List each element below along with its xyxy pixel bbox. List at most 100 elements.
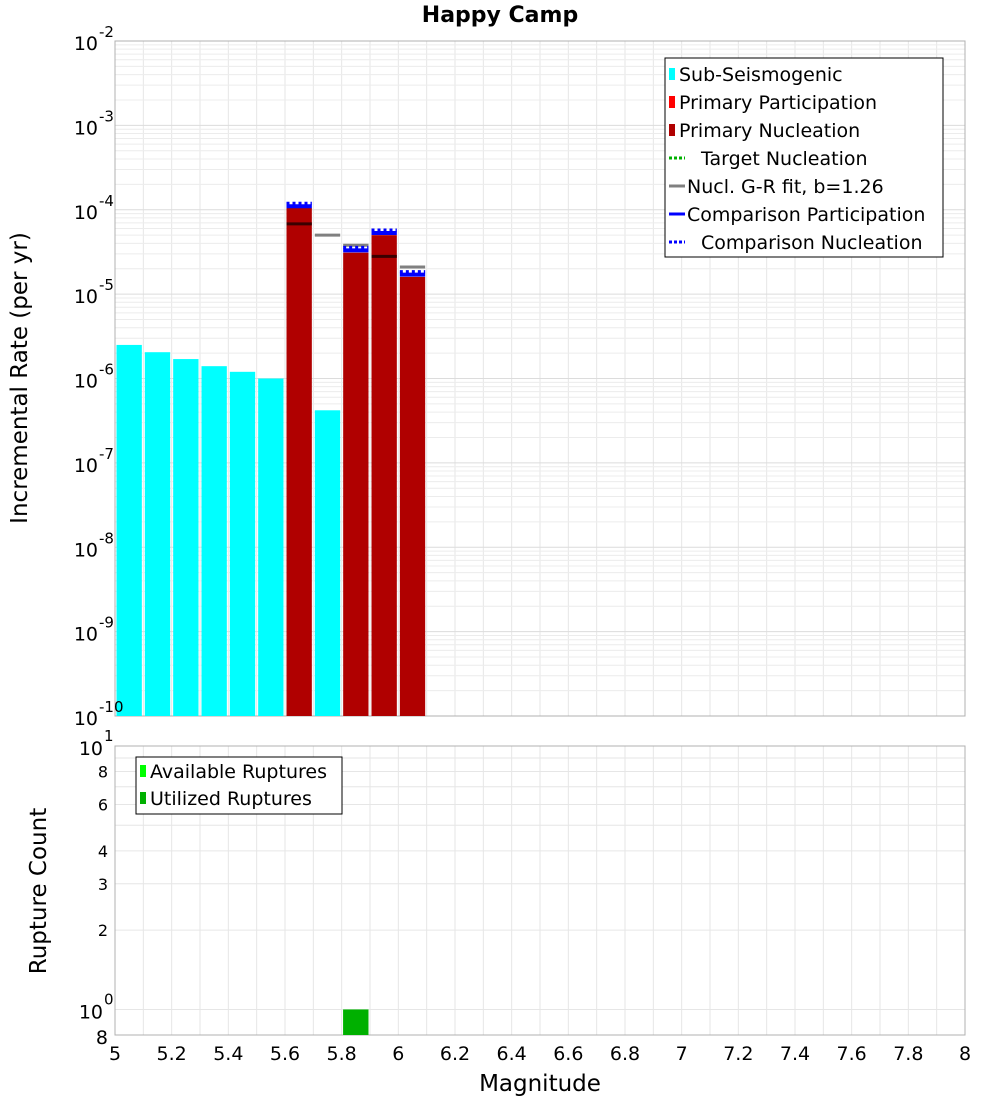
primary-nucleation-bar xyxy=(343,252,369,716)
legend-label: Utilized Ruptures xyxy=(150,788,312,810)
bottom-gridlines xyxy=(114,745,966,1035)
top-y-tick-exponent: -4 xyxy=(99,192,114,210)
legend-swatch xyxy=(669,68,675,80)
legend-item: Primary Participation xyxy=(669,92,877,114)
top-y-tick-exponent: -2 xyxy=(99,23,114,41)
top-plot-area xyxy=(114,40,966,717)
legend-label: Primary Participation xyxy=(679,92,877,114)
legend-item: Target Nucleation xyxy=(669,148,868,170)
top-y-tick-base: 10 xyxy=(74,286,98,308)
sub-seismogenic-bar xyxy=(201,366,227,716)
x-tick-label: 7.8 xyxy=(893,1043,923,1065)
legend-label: Comparison Participation xyxy=(687,204,925,226)
x-tick-label: 5.6 xyxy=(270,1043,300,1065)
top-y-tick-exponent: -3 xyxy=(99,107,114,125)
sub-seismogenic-bar xyxy=(314,410,341,716)
x-tick-label: 6 xyxy=(392,1043,404,1065)
x-tick-label: 7.4 xyxy=(780,1043,810,1065)
top-y-tick: 10-9 xyxy=(74,614,114,646)
legend-label: Available Ruptures xyxy=(150,761,327,783)
x-tick-label: 7.2 xyxy=(723,1043,753,1065)
top-y-tick-base: 10 xyxy=(74,202,98,224)
x-tick-label: 7 xyxy=(676,1043,688,1065)
top-legend-box xyxy=(664,57,944,258)
bottom-y-tick-label: 4 xyxy=(98,842,108,861)
legend-item: Utilized Ruptures xyxy=(140,788,312,810)
bottom-y-tick-exponent: 1 xyxy=(104,727,114,745)
bottom-x-ticks: 5 5.2 5.4 5.6 5.8 6 6.2 6.4 6.6 6.8 7 7.2 7.4 7.6 7.8 8 xyxy=(109,1043,971,1065)
bottom-y-tick-label: 8 xyxy=(98,763,108,782)
sub-seismogenic-bar xyxy=(116,344,142,716)
bottom-y-tick-base: 10 xyxy=(79,738,103,760)
x-tick-label: 7.6 xyxy=(837,1043,867,1065)
bottom-plot-area xyxy=(114,745,966,1036)
legend-label: Primary Nucleation xyxy=(679,120,860,142)
x-axis-label: Magnitude xyxy=(479,1071,601,1097)
bottom-y-tick: 100 xyxy=(79,990,114,1023)
top-y-tick-exponent: -9 xyxy=(99,614,114,632)
top-y-tick-exponent: -6 xyxy=(99,361,114,379)
top-y-axis-label: Incremental Rate (per yr) xyxy=(7,232,33,524)
legend-swatch xyxy=(669,124,675,136)
legend-swatch xyxy=(140,765,146,777)
legend-item: Available Ruptures xyxy=(140,761,327,783)
top-legend: Sub-Seismogenic Primary Participation Prim… xyxy=(664,57,944,258)
sub-seismogenic-bar xyxy=(258,378,284,716)
top-y-tick: 10-7 xyxy=(74,445,114,477)
x-tick-label: 5.4 xyxy=(213,1043,243,1065)
top-y-tick-base: 10 xyxy=(74,371,98,393)
x-tick-label: 5.2 xyxy=(157,1043,187,1065)
x-tick-label: 6.4 xyxy=(497,1043,527,1065)
x-tick-label: 6.2 xyxy=(440,1043,470,1065)
bottom-y-tick: 101 xyxy=(79,727,114,760)
legend-swatch xyxy=(669,96,675,108)
legend-label: Target Nucleation xyxy=(700,148,868,170)
top-y-tick: 10-8 xyxy=(74,529,114,561)
top-y-tick-base: 10 xyxy=(74,708,98,730)
bottom-y-tick-label: 3 xyxy=(98,875,108,894)
x-tick-label: 8 xyxy=(959,1043,971,1065)
bottom-y-tick-label: 2 xyxy=(98,921,108,940)
bottom-y-tick-label: 8 xyxy=(96,1027,108,1049)
primary-nucleation-bar xyxy=(399,276,426,716)
top-y-tick-exponent: -10 xyxy=(99,698,124,716)
bottom-y-axis-label: Rupture Count xyxy=(26,808,52,974)
top-y-tick-exponent: -5 xyxy=(99,276,114,294)
x-tick-label: 5.8 xyxy=(327,1043,357,1065)
top-y-tick-base: 10 xyxy=(74,539,98,561)
top-y-tick: 10-10 xyxy=(74,698,124,730)
legend-item: Comparison Participation xyxy=(669,204,925,226)
top-y-tick: 10-5 xyxy=(74,276,114,308)
bottom-bars xyxy=(343,1009,369,1035)
top-fit-lines xyxy=(286,201,426,277)
sub-seismogenic-bar xyxy=(173,359,199,716)
primary-nucleation-bar xyxy=(371,235,397,716)
top-y-tick-exponent: -8 xyxy=(99,529,114,547)
legend-label: Sub-Seismogenic xyxy=(679,64,843,86)
sub-seismogenic-bar xyxy=(144,352,171,716)
top-bars xyxy=(116,207,426,716)
x-tick-label: 5 xyxy=(109,1043,121,1065)
top-y-tick-base: 10 xyxy=(74,117,98,139)
bottom-legend-box xyxy=(135,756,343,815)
top-y-tick: 10-2 xyxy=(74,23,114,55)
x-tick-label: 6.8 xyxy=(610,1043,640,1065)
top-y-tick: 10-3 xyxy=(74,107,114,139)
utilized-ruptures-bar xyxy=(343,1009,369,1035)
legend-item: Primary Nucleation xyxy=(669,120,860,142)
legend-item: Sub-Seismogenic xyxy=(669,64,843,86)
top-y-tick: 10-6 xyxy=(74,361,114,393)
chart-title: Happy Camp xyxy=(422,3,578,28)
bottom-legend: Available Ruptures Utilized Ruptures xyxy=(135,756,343,815)
primary-nucleation-bar xyxy=(286,207,312,716)
bottom-y-tick-exponent: 0 xyxy=(104,990,114,1008)
sub-seismogenic-bar xyxy=(229,371,256,716)
bottom-y-tick-label: 6 xyxy=(98,795,108,814)
legend-item: Nucl. G-R fit, b=1.26 xyxy=(669,176,884,198)
legend-item: Comparison Nucleation xyxy=(669,232,923,254)
top-y-tick-base: 10 xyxy=(74,33,98,55)
legend-label: Comparison Nucleation xyxy=(701,232,923,254)
